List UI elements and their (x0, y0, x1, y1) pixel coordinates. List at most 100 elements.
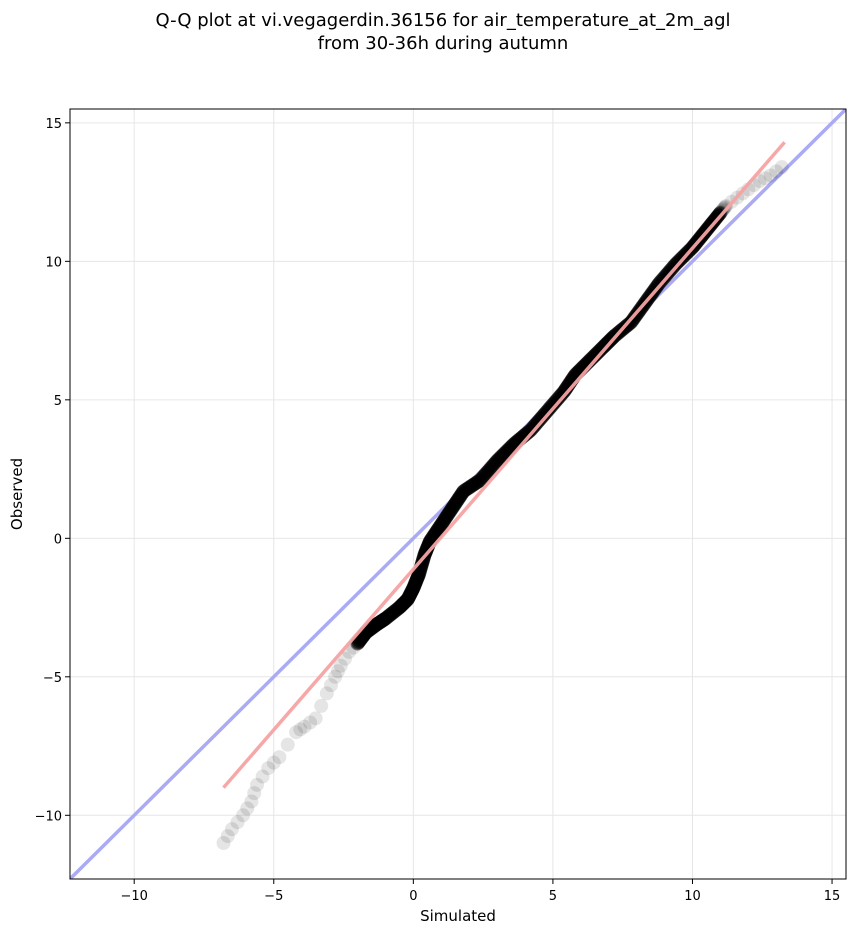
quantile-point (484, 460, 499, 475)
quantile-point (392, 599, 407, 614)
quantile-point (657, 269, 672, 284)
quantile-point (404, 585, 419, 600)
quantile-point (531, 413, 546, 428)
quantile-point (598, 337, 613, 352)
x-tick-label: 0 (409, 889, 417, 904)
quantile-point (539, 405, 554, 420)
quantile-point (330, 664, 345, 679)
quantile-point (400, 592, 415, 607)
quantile-point (530, 414, 545, 429)
quantile-point (244, 794, 259, 809)
quantile-point (475, 470, 490, 485)
quantile-point (597, 338, 612, 353)
quantile-point (592, 344, 607, 359)
y-tick-label: 15 (45, 117, 62, 132)
quantile-point (474, 471, 489, 486)
quantile-point (431, 522, 446, 537)
quantile-point (547, 395, 562, 410)
quantile-point (717, 200, 732, 215)
quantile-point (434, 517, 449, 532)
quantile-point (391, 601, 406, 616)
quantile-point (480, 464, 495, 479)
x-axis-label: Simulated (420, 907, 496, 925)
quantile-point (543, 399, 558, 414)
fit-line (222, 141, 786, 789)
quantile-point (377, 612, 392, 627)
quantile-point (385, 606, 400, 621)
quantile-point (557, 384, 572, 399)
quantile-point (591, 345, 606, 360)
quantile-point (386, 605, 401, 620)
quantile-point (625, 313, 640, 328)
quantile-point (596, 339, 611, 354)
quantile-point (266, 755, 281, 770)
quantile-point (411, 567, 426, 582)
quantile-point (272, 750, 287, 765)
quantile-point (437, 512, 452, 527)
quantile-point (486, 457, 501, 472)
axes-frame (69, 108, 847, 880)
quantile-point (596, 340, 611, 355)
quantile-point (457, 483, 472, 498)
quantile-point (247, 786, 262, 801)
quantile-point (319, 686, 334, 701)
quantile-point (367, 618, 382, 633)
quantile-point (429, 524, 444, 539)
quantile-point (442, 505, 457, 520)
quantile-point (485, 459, 500, 474)
quantile-point (525, 420, 540, 435)
quantile-point (366, 620, 381, 635)
quantile-point (401, 591, 416, 606)
quantile-point (624, 315, 639, 330)
quantile-point (376, 613, 391, 628)
quantile-point (549, 392, 564, 407)
quantile-point (406, 581, 421, 596)
quantile-point (553, 388, 568, 403)
quantile-point (718, 199, 733, 214)
quantile-point (660, 266, 675, 281)
quantile-point (363, 621, 378, 636)
quantile-point (383, 607, 398, 622)
quantile-point (446, 499, 461, 514)
quantile-point (373, 615, 388, 630)
quantile-point (454, 487, 469, 502)
grid-lines (70, 109, 846, 879)
quantile-point (432, 519, 447, 534)
quantile-point (419, 542, 434, 556)
quantile-point (405, 583, 420, 598)
quantile-point (464, 478, 479, 493)
quantile-point (541, 402, 556, 417)
quantile-point (404, 584, 419, 599)
quantile-point (718, 198, 733, 213)
quantile-point (409, 573, 424, 588)
quantile-point (372, 615, 387, 630)
quantile-point (397, 595, 412, 610)
quantile-point (599, 337, 614, 352)
quantile-point (524, 421, 539, 436)
quantile-point (403, 586, 418, 601)
quantile-point (447, 498, 462, 513)
quantile-point (554, 387, 569, 402)
quantile-point (410, 571, 425, 586)
quantile-point (333, 658, 348, 673)
quantile-point (555, 385, 570, 400)
quantile-point (389, 602, 404, 617)
quantile-point (445, 500, 460, 515)
x-tick-label: −10 (120, 889, 147, 904)
quantile-point (593, 343, 608, 358)
quantile-point (255, 769, 270, 784)
x-tick-label: 5 (549, 889, 557, 904)
quantile-point (535, 409, 550, 424)
quantile-point (440, 507, 455, 522)
quantile-point (376, 612, 391, 627)
quantile-point (427, 528, 442, 543)
quantile-point (368, 618, 383, 633)
quantile-point (402, 588, 417, 603)
quantile-point (364, 621, 379, 636)
x-tick-label: 10 (684, 889, 701, 904)
quantile-point (454, 486, 469, 501)
quantile-point (399, 593, 414, 608)
quantile-point (436, 513, 451, 528)
y-tick-label: 10 (45, 255, 62, 270)
quantile-point (441, 506, 456, 521)
